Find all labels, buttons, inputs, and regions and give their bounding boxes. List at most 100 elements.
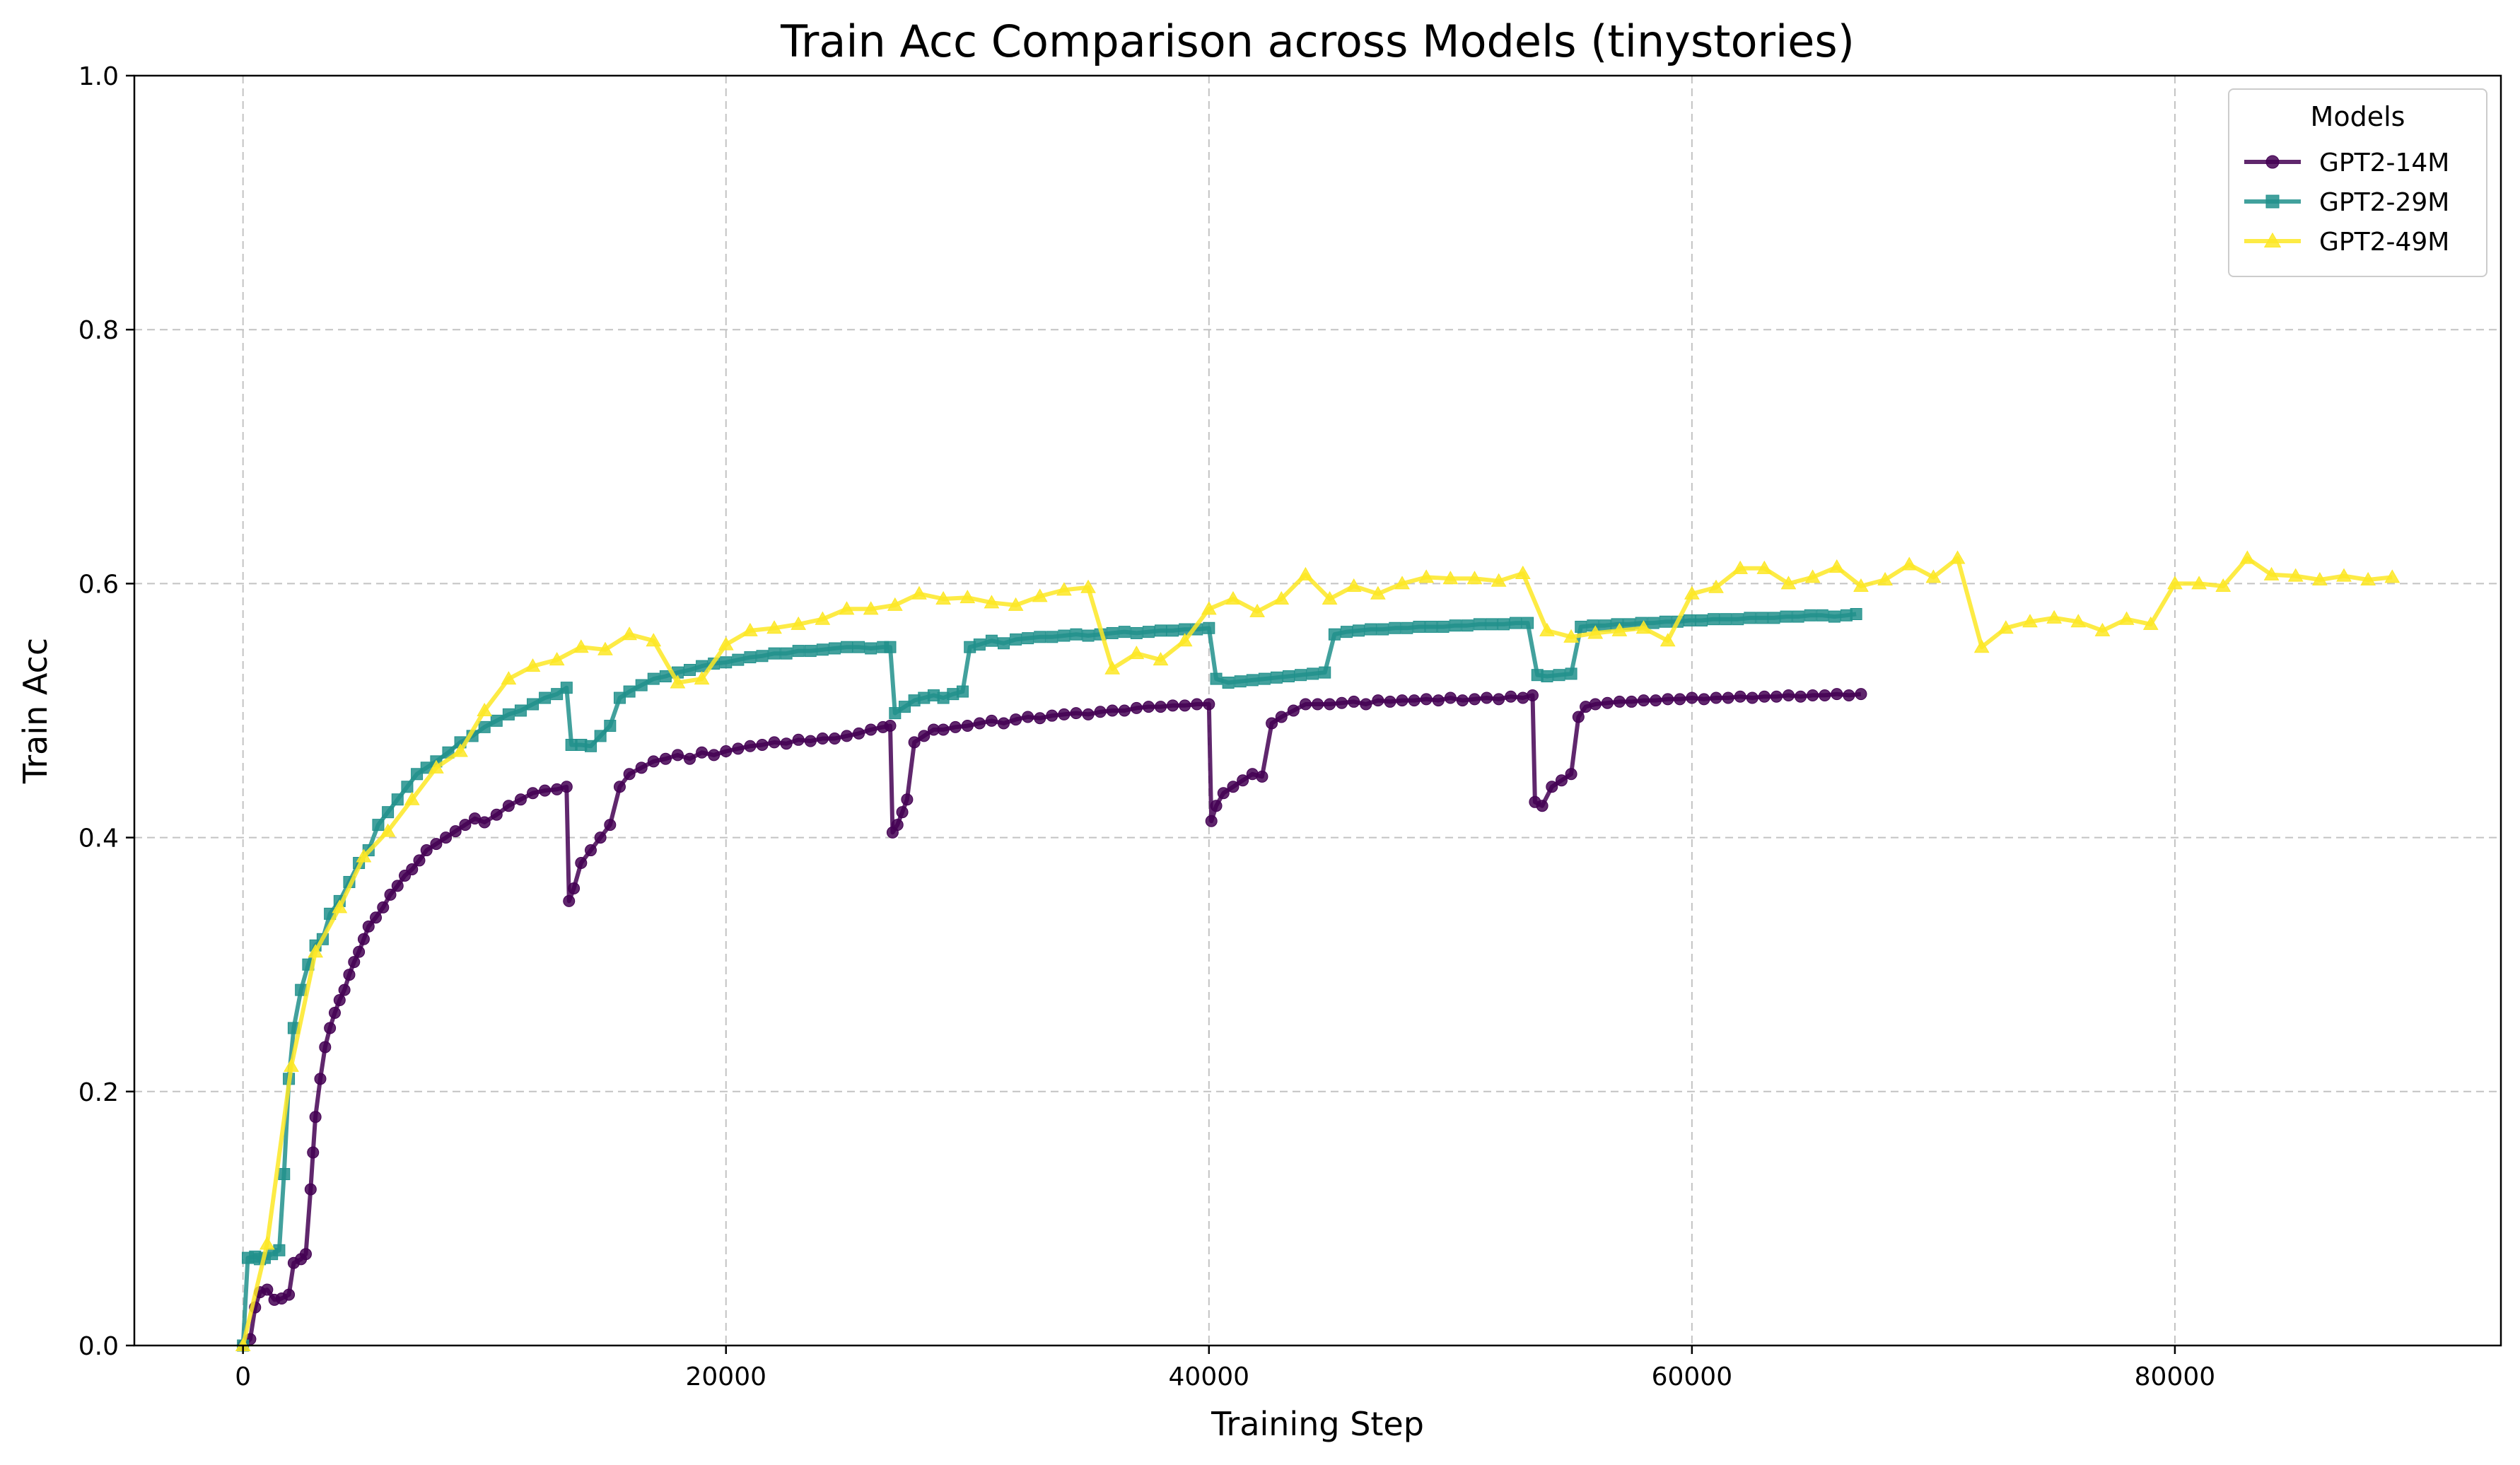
data-point-gpt2-14m: [1360, 698, 1372, 711]
data-point-gpt2-29m: [1106, 626, 1119, 639]
data-point-gpt2-49m: [1635, 620, 1652, 634]
data-point-gpt2-29m: [1659, 615, 1672, 628]
data-point-gpt2-49m: [1225, 590, 1241, 605]
data-point-gpt2-49m: [2263, 566, 2280, 580]
data-point-gpt2-29m: [1461, 619, 1474, 632]
data-point-gpt2-14m: [304, 1183, 317, 1196]
data-point-gpt2-14m: [1710, 691, 1722, 704]
data-point-gpt2-14m: [1237, 774, 1249, 787]
data-point-gpt2-49m: [1177, 633, 1193, 647]
data-point-gpt2-29m: [720, 656, 733, 669]
data-point-gpt2-14m: [1034, 712, 1046, 725]
data-point-gpt2-14m: [1481, 691, 1493, 704]
data-point-gpt2-29m: [623, 685, 636, 698]
y-tick-label: 0.4: [78, 824, 119, 853]
data-point-gpt2-49m: [1273, 590, 1290, 605]
data-point-gpt2-14m: [1010, 713, 1022, 726]
data-point-gpt2-14m: [1396, 694, 1408, 707]
data-point-gpt2-14m: [1348, 695, 1360, 708]
data-point-gpt2-29m: [1732, 613, 1744, 626]
data-point-gpt2-29m: [1210, 672, 1223, 685]
data-point-gpt2-29m: [1389, 621, 1401, 634]
data-point-gpt2-14m: [1819, 689, 1831, 701]
data-point-gpt2-29m: [1599, 619, 1611, 632]
data-point-gpt2-29m: [1167, 624, 1179, 637]
data-point-gpt2-49m: [453, 743, 468, 757]
data-point-gpt2-14m: [319, 1041, 332, 1053]
data-point-gpt2-14m: [1203, 698, 1215, 711]
data-point-gpt2-49m: [1684, 585, 1700, 600]
data-point-gpt2-29m: [865, 642, 877, 655]
data-point-gpt2-14m: [623, 768, 636, 781]
data-point-gpt2-29m: [853, 641, 865, 653]
data-point-gpt2-49m: [501, 671, 517, 685]
data-point-gpt2-14m: [1698, 693, 1710, 706]
data-point-gpt2-14m: [478, 816, 491, 829]
data-point-gpt2-29m: [780, 647, 793, 660]
data-point-gpt2-14m: [1770, 690, 1783, 703]
data-point-gpt2-14m: [343, 969, 356, 981]
data-point-gpt2-29m: [1708, 613, 1720, 626]
data-point-gpt2-49m: [959, 590, 976, 604]
data-point-gpt2-29m: [973, 638, 986, 651]
data-point-gpt2-29m: [1828, 610, 1841, 623]
data-point-gpt2-14m: [901, 793, 914, 806]
data-point-gpt2-49m: [573, 639, 589, 653]
data-point-gpt2-49m: [1877, 572, 1893, 586]
data-point-gpt2-14m: [324, 1022, 337, 1034]
data-point-gpt2-14m: [1167, 699, 1179, 712]
data-point-gpt2-29m: [768, 647, 781, 660]
y-tick-label: 0.2: [78, 1078, 119, 1107]
data-point-gpt2-29m: [898, 701, 911, 713]
data-point-gpt2-49m: [694, 671, 710, 685]
data-point-gpt2-14m: [1746, 691, 1758, 704]
data-point-gpt2-14m: [896, 806, 909, 819]
data-point-gpt2-29m: [1353, 624, 1365, 637]
data-point-gpt2-14m: [440, 831, 453, 844]
data-point-gpt2-49m: [1056, 582, 1072, 596]
data-point-gpt2-49m: [1901, 556, 1918, 571]
data-point-gpt2-14m: [1734, 690, 1746, 703]
data-point-gpt2-29m: [1070, 628, 1083, 641]
data-point-gpt2-49m: [2070, 614, 2087, 628]
data-point-gpt2-49m: [766, 620, 782, 634]
data-point-gpt2-29m: [1401, 621, 1413, 634]
data-point-gpt2-29m: [1449, 619, 1462, 632]
data-point-gpt2-14m: [1572, 711, 1585, 723]
data-point-gpt2-49m: [935, 590, 951, 605]
legend: Models GPT2-14M GPT2-29M GPT2-49M: [2228, 88, 2487, 277]
data-point-gpt2-14m: [908, 736, 921, 749]
data-point-gpt2-14m: [333, 993, 346, 1006]
data-point-gpt2-29m: [490, 714, 503, 727]
data-point-gpt2-14m: [309, 1111, 322, 1123]
data-point-gpt2-49m: [1925, 569, 1942, 583]
data-point-gpt2-29m: [1058, 629, 1071, 642]
legend-entry-gpt2-49m: GPT2-49M: [2244, 228, 2449, 257]
data-point-gpt2-29m: [539, 691, 552, 704]
data-point-gpt2-14m: [1420, 693, 1433, 706]
data-point-gpt2-29m: [998, 637, 1010, 650]
data-point-gpt2-14m: [370, 911, 383, 924]
data-point-gpt2-14m: [1758, 690, 1771, 703]
data-point-gpt2-29m: [1377, 623, 1389, 636]
data-point-gpt2-14m: [391, 880, 404, 892]
data-point-gpt2-49m: [597, 641, 613, 655]
data-point-gpt2-14m: [635, 761, 648, 774]
y-tick-label: 1.0: [78, 62, 119, 91]
data-point-gpt2-29m: [1541, 670, 1553, 683]
data-point-gpt2-29m: [732, 653, 745, 666]
data-point-gpt2-14m: [1536, 800, 1548, 812]
data-point-gpt2-29m: [1565, 667, 1577, 680]
data-point-gpt2-29m: [1804, 609, 1816, 621]
data-point-gpt2-49m: [815, 611, 831, 625]
data-point-gpt2-49m: [2336, 568, 2352, 582]
data-point-gpt2-29m: [1780, 610, 1792, 623]
data-point-gpt2-49m: [742, 622, 758, 636]
data-point-gpt2-14m: [413, 854, 426, 867]
data-point-gpt2-14m: [357, 933, 370, 945]
data-point-gpt2-14m: [756, 738, 769, 751]
data-point-gpt2-49m: [404, 791, 420, 805]
data-point-gpt2-14m: [1432, 694, 1445, 707]
data-point-gpt2-49m: [2094, 622, 2111, 636]
legend-entry-gpt2-14m: GPT2-14M: [2244, 148, 2449, 177]
